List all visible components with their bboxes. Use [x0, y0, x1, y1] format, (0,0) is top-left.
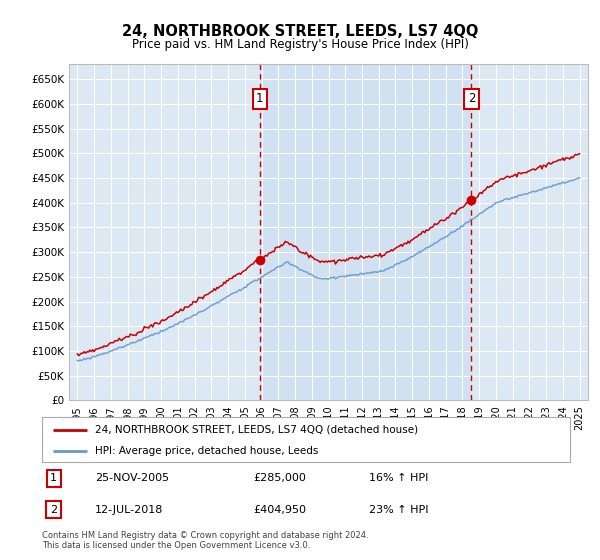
Text: £404,950: £404,950 — [253, 505, 306, 515]
Text: 2: 2 — [468, 92, 475, 105]
Text: 24, NORTHBROOK STREET, LEEDS, LS7 4QQ (detached house): 24, NORTHBROOK STREET, LEEDS, LS7 4QQ (d… — [95, 424, 418, 435]
Text: Price paid vs. HM Land Registry's House Price Index (HPI): Price paid vs. HM Land Registry's House … — [131, 38, 469, 51]
Text: 1: 1 — [256, 92, 263, 105]
Text: 24, NORTHBROOK STREET, LEEDS, LS7 4QQ: 24, NORTHBROOK STREET, LEEDS, LS7 4QQ — [122, 24, 478, 39]
FancyBboxPatch shape — [42, 417, 570, 462]
Text: HPI: Average price, detached house, Leeds: HPI: Average price, detached house, Leed… — [95, 446, 318, 456]
Text: 16% ↑ HPI: 16% ↑ HPI — [370, 473, 429, 483]
Text: Contains HM Land Registry data © Crown copyright and database right 2024.: Contains HM Land Registry data © Crown c… — [42, 531, 368, 540]
Text: This data is licensed under the Open Government Licence v3.0.: This data is licensed under the Open Gov… — [42, 541, 310, 550]
Text: 12-JUL-2018: 12-JUL-2018 — [95, 505, 163, 515]
Bar — [260, 64, 472, 400]
Text: £285,000: £285,000 — [253, 473, 306, 483]
Text: 23% ↑ HPI: 23% ↑ HPI — [370, 505, 429, 515]
Text: 25-NOV-2005: 25-NOV-2005 — [95, 473, 169, 483]
Text: 1: 1 — [50, 473, 57, 483]
Text: 2: 2 — [50, 505, 57, 515]
